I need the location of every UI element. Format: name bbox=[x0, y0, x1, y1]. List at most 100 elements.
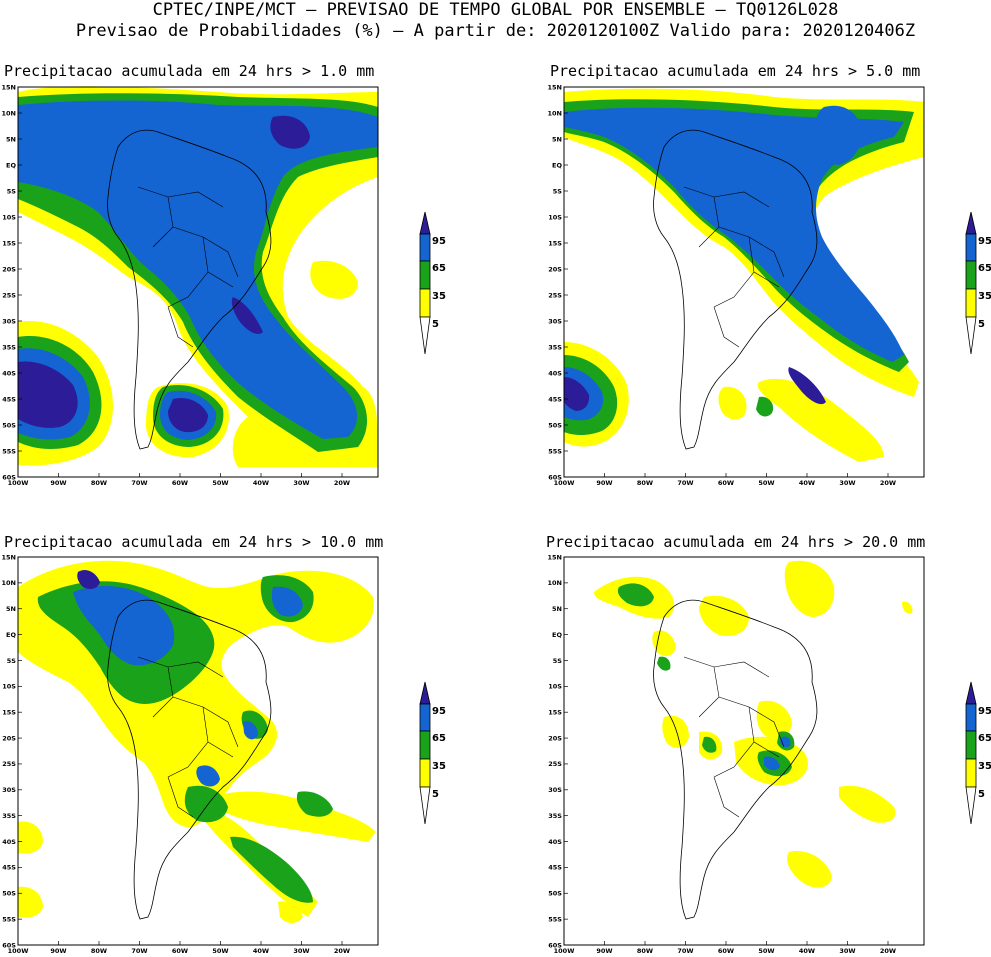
lat-label-5s: 5S bbox=[553, 657, 563, 665]
colorbar-label-5: 5 bbox=[432, 789, 439, 800]
lon-label-100w: 100W bbox=[8, 479, 29, 487]
colorbar-label-65: 65 bbox=[978, 733, 991, 744]
panel-4-map: 15N 10N 5N EQ 5S 10S 15S 20S 25S 30S 35S 40S 45S 50S 5… bbox=[548, 553, 925, 955]
lat-label-10s: 10S bbox=[548, 213, 562, 221]
lat-label-eq: EQ bbox=[6, 161, 16, 169]
lon-label-20w: 20W bbox=[880, 479, 896, 487]
panel-3-title: Precipitacao acumulada em 24 hrs > 10.0 … bbox=[4, 533, 384, 551]
lon-label-40w: 40W bbox=[799, 947, 815, 955]
prob-95-area bbox=[77, 570, 100, 590]
lon-label-30w: 30W bbox=[293, 947, 309, 955]
lat-label-10s: 10S bbox=[2, 213, 16, 221]
lat-label-20s: 20S bbox=[548, 734, 562, 742]
lat-label-60s: 60S bbox=[2, 473, 16, 481]
lat-label-55s: 55S bbox=[548, 915, 562, 923]
colorbar-green bbox=[965, 730, 977, 760]
lat-label-55s: 55S bbox=[2, 447, 16, 455]
lat-label-20s: 20S bbox=[2, 734, 16, 742]
lat-label-15n: 15N bbox=[548, 83, 563, 91]
lat-label-40s: 40S bbox=[548, 838, 562, 846]
south-america-coastline bbox=[653, 599, 818, 920]
panel-1-frame bbox=[17, 86, 379, 478]
colorbar-yellow bbox=[419, 288, 431, 318]
lat-label-45s: 45S bbox=[548, 395, 562, 403]
south-america-coastline bbox=[653, 129, 818, 450]
colorbar-blue bbox=[965, 703, 977, 732]
lat-label-5n: 5N bbox=[6, 605, 16, 613]
colorbar-yellow bbox=[965, 288, 977, 318]
colorbar-blue bbox=[419, 233, 431, 262]
lat-label-35s: 35S bbox=[548, 812, 562, 820]
lat-label-50s: 50S bbox=[2, 421, 16, 429]
colorbar-yellow bbox=[965, 758, 977, 788]
panel-4-frame bbox=[563, 556, 925, 946]
lat-label-eq: EQ bbox=[552, 161, 562, 169]
lat-label-5n: 5N bbox=[552, 135, 562, 143]
tick-marks-left: 15N 10N 5N EQ 5S 10S 15S 20S 25S 30S 35S 40S 45S 50S 5… bbox=[2, 553, 22, 949]
prob-95-area bbox=[18, 115, 310, 433]
lat-label-30s: 30S bbox=[2, 786, 16, 794]
colorbar-green bbox=[419, 260, 431, 290]
lon-label-30w: 30W bbox=[293, 479, 309, 487]
lon-label-90w: 90W bbox=[596, 947, 612, 955]
colorbar-bottom-cap bbox=[965, 786, 977, 825]
lat-label-15s: 15S bbox=[548, 709, 562, 717]
lat-label-20s: 20S bbox=[2, 265, 16, 273]
colorbar-label-35: 35 bbox=[432, 761, 446, 772]
lon-label-60w: 60W bbox=[172, 479, 188, 487]
colorbar-1: 95 65 35 5 bbox=[419, 211, 446, 355]
colorbar-label-65: 65 bbox=[432, 733, 446, 744]
lon-label-80w: 80W bbox=[637, 947, 653, 955]
lat-label-55s: 55S bbox=[2, 915, 16, 923]
colorbar-3: 95 65 35 5 bbox=[419, 681, 446, 825]
colorbar-label-95: 95 bbox=[978, 706, 991, 717]
colorbar-label-5: 5 bbox=[432, 319, 439, 330]
colorbar-top-cap bbox=[419, 211, 431, 235]
colorbar-label-95: 95 bbox=[432, 236, 446, 247]
lat-label-40s: 40S bbox=[2, 369, 16, 377]
lon-label-60w: 60W bbox=[172, 947, 188, 955]
lat-label-15s: 15S bbox=[2, 239, 16, 247]
lat-label-eq: EQ bbox=[6, 631, 16, 639]
lat-label-15s: 15S bbox=[2, 709, 16, 717]
lon-label-20w: 20W bbox=[880, 947, 896, 955]
lon-label-70w: 70W bbox=[131, 947, 147, 955]
lat-label-60s: 60S bbox=[2, 941, 16, 949]
lat-label-5s: 5S bbox=[7, 187, 17, 195]
south-america-coastline bbox=[107, 599, 272, 920]
lat-label-10n: 10N bbox=[2, 579, 17, 587]
lat-label-35s: 35S bbox=[2, 343, 16, 351]
colorbar-yellow bbox=[419, 758, 431, 788]
lat-label-40s: 40S bbox=[2, 838, 16, 846]
lat-label-5n: 5N bbox=[6, 135, 16, 143]
lon-label-90w: 90W bbox=[50, 947, 66, 955]
panel-4-title: Precipitacao acumulada em 24 hrs > 20.0 … bbox=[546, 533, 926, 551]
lon-label-100w: 100W bbox=[8, 947, 29, 955]
colorbar-top-cap bbox=[965, 211, 977, 235]
panel-3-frame bbox=[17, 556, 379, 946]
lat-label-30s: 30S bbox=[548, 786, 562, 794]
lat-label-25s: 25S bbox=[2, 760, 16, 768]
lat-label-20s: 20S bbox=[548, 265, 562, 273]
lat-label-45s: 45S bbox=[548, 864, 562, 872]
lat-label-35s: 35S bbox=[2, 812, 16, 820]
colorbar-label-65: 65 bbox=[978, 263, 991, 274]
panel-1-title: Precipitacao acumulada em 24 hrs > 1.0 m… bbox=[4, 62, 375, 80]
colorbar-label-95: 95 bbox=[432, 706, 446, 717]
panel-3-map: 15N 10N 5N EQ 5S 10S 15S 20S 25S 30S 35S 40S 45S 50S 5… bbox=[2, 553, 379, 955]
south-america-coastline bbox=[107, 129, 272, 450]
tick-marks-bottom: 100W 90W 80W 70W 60W 50W 40W 30W 20W bbox=[8, 473, 350, 487]
colorbar-label-5: 5 bbox=[978, 319, 985, 330]
lat-label-30s: 30S bbox=[2, 317, 16, 325]
lat-label-10s: 10S bbox=[548, 683, 562, 691]
lon-label-20w: 20W bbox=[334, 947, 350, 955]
colorbar-4: 95 65 35 5 bbox=[965, 681, 991, 825]
prob-5-area bbox=[594, 560, 913, 888]
lon-label-70w: 70W bbox=[131, 479, 147, 487]
lon-label-70w: 70W bbox=[677, 947, 693, 955]
colorbar-blue bbox=[965, 233, 977, 262]
lon-label-40w: 40W bbox=[253, 947, 269, 955]
lon-label-50w: 50W bbox=[758, 479, 774, 487]
prob-95-area bbox=[564, 367, 826, 411]
lon-label-80w: 80W bbox=[637, 479, 653, 487]
